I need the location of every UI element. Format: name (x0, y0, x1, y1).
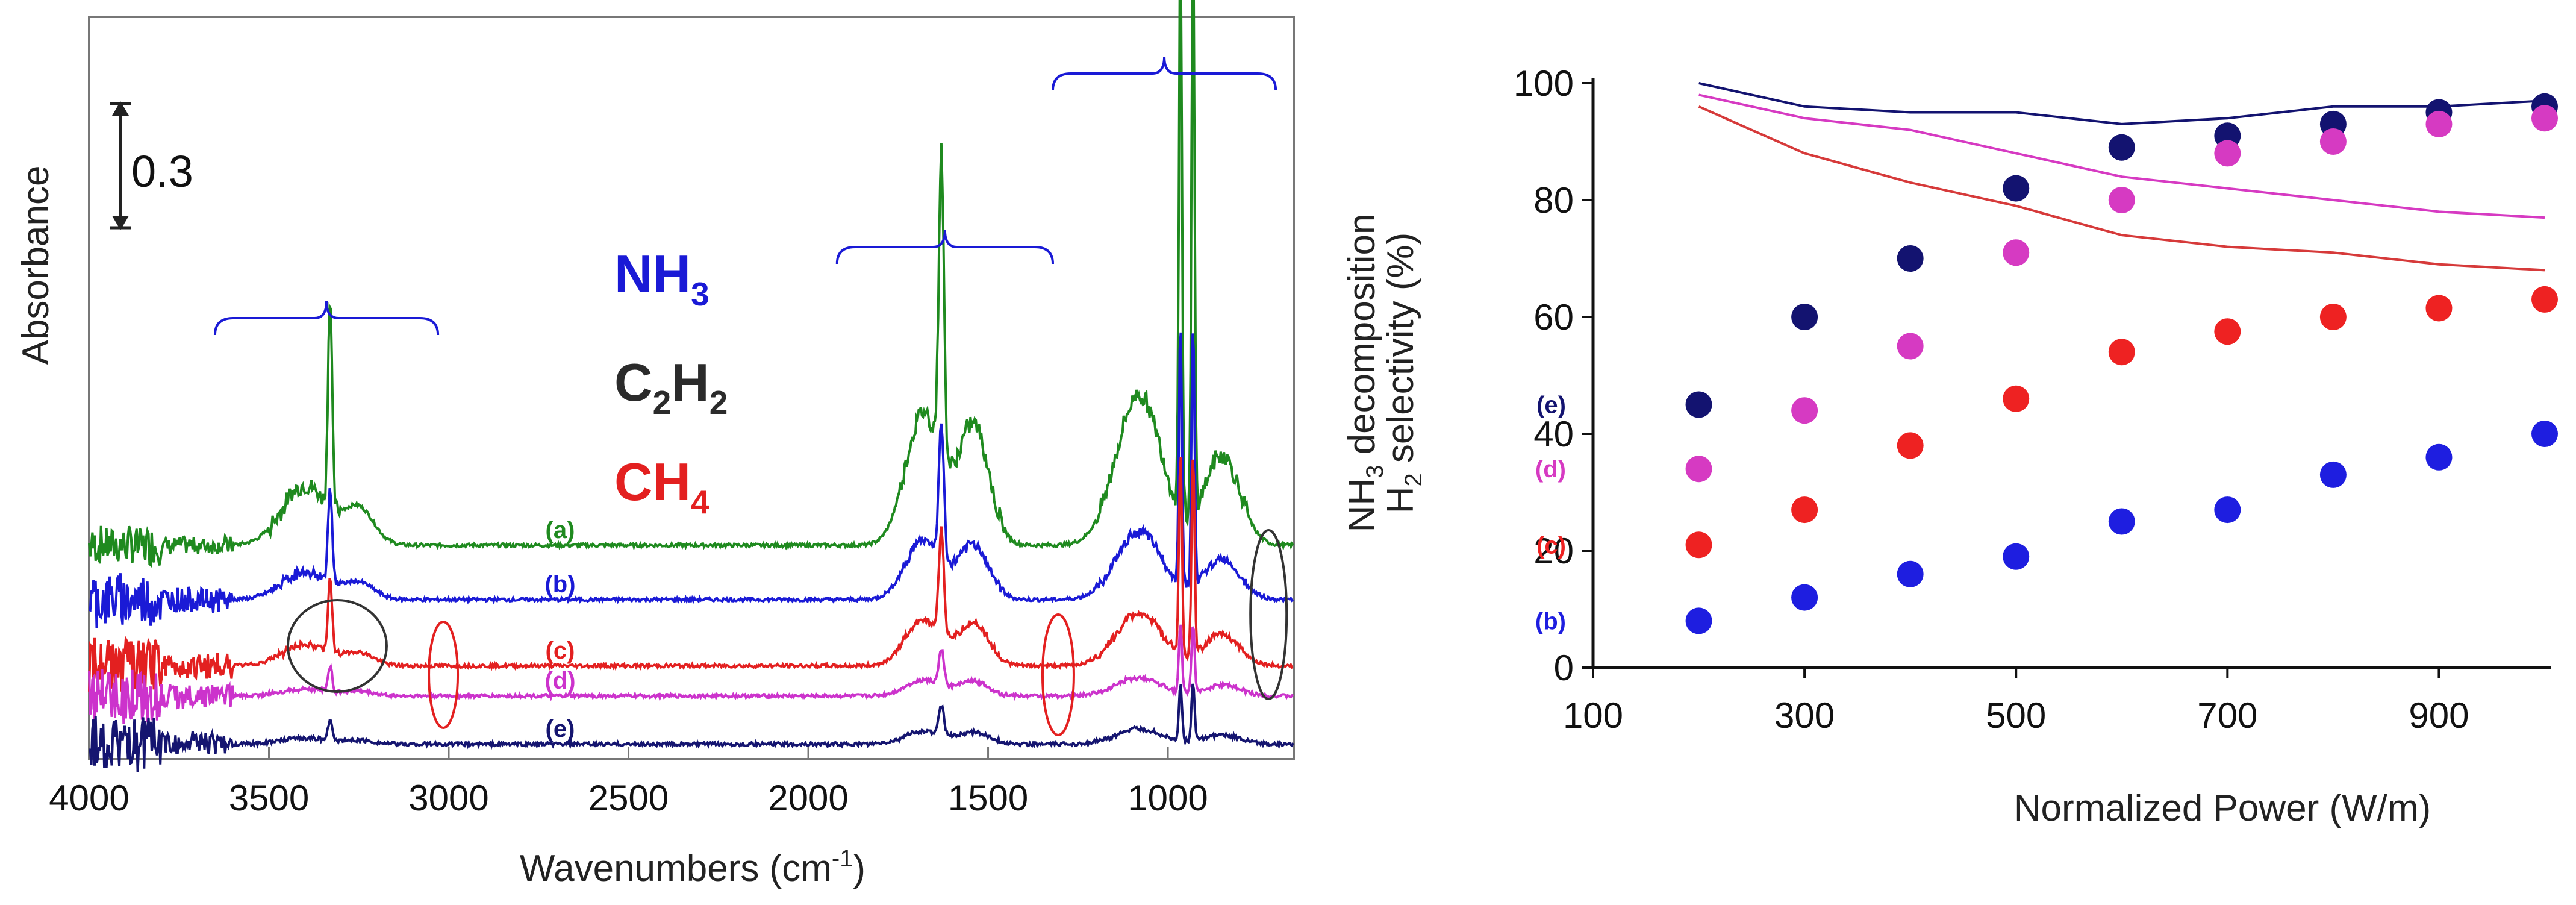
spectrum-line-d (88, 624, 1294, 724)
decomposition-point-b (2531, 421, 2558, 447)
decomposition-point-e (1685, 391, 1712, 418)
decomposition-point-c (1685, 531, 1712, 559)
right-y-tick-label: 20 (1533, 531, 1574, 571)
decomposition-point-e (1791, 304, 1818, 330)
spectra-x-tick-label: 4000 (49, 778, 129, 818)
spectra-y-axis-label: Absorbance (15, 166, 57, 365)
right-x-tick-label: 700 (2197, 695, 2257, 736)
decomposition-point-b (2108, 508, 2135, 535)
right-x-tick-label: 900 (2409, 695, 2469, 736)
decomposition-point-c (2214, 318, 2241, 345)
ellipse-ch4-1305 (1041, 613, 1075, 736)
spectrum-label: (e) (546, 716, 575, 742)
decomposition-point-d (2003, 239, 2030, 266)
decomposition-point-b (1791, 584, 1818, 611)
circle-c2h2-3300 (286, 599, 388, 693)
bracket-annotation (835, 230, 1054, 265)
spectra-x-tick-label: 2500 (588, 778, 669, 818)
decomposition-point-b (2214, 496, 2241, 524)
decomposition-point-d (1791, 397, 1818, 424)
spectra-x-axis-label: Wavenumbers (cm-1) (520, 845, 865, 889)
spectra-x-tick-label: 2000 (768, 778, 848, 818)
decomposition-point-d (2108, 187, 2135, 213)
bracket-annotation (1052, 56, 1277, 91)
spectra-plot-frame (88, 16, 1295, 760)
right-x-tick-label: 100 (1563, 695, 1623, 736)
decomposition-point-c (2319, 304, 2347, 330)
spectra-legend: NH3 C2H2 CH4 (614, 244, 728, 521)
spectrum-label: (c) (546, 637, 575, 664)
decomposition-point-b (2319, 461, 2347, 488)
scale-bar-label: 0.3 (131, 146, 193, 196)
spectra-series-labels: (a) (b) (c) (d) (e) (544, 517, 575, 742)
decomposition-point-d (1897, 333, 1924, 360)
decomposition-point-c (2425, 295, 2453, 322)
decomposition-point-d (2319, 128, 2347, 155)
decomposition-point-b (1685, 607, 1712, 634)
spectra-x-ticks: 4000 3500 3000 2500 2000 1500 1000 (49, 747, 1208, 818)
legend-nh3: NH3 (614, 244, 709, 313)
selectivity-line-2 (1698, 105, 2545, 272)
decomposition-point-d (1685, 456, 1712, 483)
spectrum-label: (d) (544, 668, 575, 694)
spectrum-line-a (88, 0, 1294, 568)
decomposition-point-c (2003, 385, 2030, 412)
decomposition-points (1685, 93, 2558, 634)
ellipse-c2h2-730 (1249, 529, 1288, 700)
right-y-tick-label: 40 (1533, 414, 1574, 454)
decomposition-point-c (2108, 339, 2135, 366)
series-label: (b) (1535, 608, 1566, 634)
bracket-annotation (213, 301, 440, 336)
series-label: (c) (1536, 532, 1566, 559)
right-axis-ticks: 100 300 500 700 900 0 20 40 60 80 100 (1514, 63, 2469, 736)
series-label: (d) (1535, 456, 1566, 483)
right-x-tick-label: 500 (1986, 695, 2046, 736)
spectrum-line-c (88, 457, 1294, 694)
selectivity-line-0 (1698, 82, 2545, 125)
right-y-tick-label: 100 (1514, 63, 1574, 104)
right-y-axis-label-2: H2 selectivity (%) (1380, 233, 1427, 514)
spectra-panel: 4000 3500 3000 2500 2000 1500 1000 (a) (b) (c) (d… (15, 0, 1295, 889)
right-y-tick-label: 0 (1554, 648, 1574, 688)
decomposition-point-c (2531, 286, 2558, 313)
right-legend: (e) (d) (c) (b) (1535, 392, 1566, 635)
spectrum-line-e (89, 683, 1294, 772)
right-y-tick-label: 60 (1533, 297, 1574, 337)
spectrum-label: (b) (544, 571, 575, 598)
decomposition-point-e (1897, 245, 1924, 272)
spectra-x-tick-label: 1000 (1127, 778, 1208, 818)
right-y-tick-label: 80 (1533, 180, 1574, 221)
spectra-annotations (213, 56, 1288, 736)
spectra-x-tick-label: 3000 (408, 778, 488, 818)
series-label: (e) (1536, 392, 1566, 419)
ellipse-ch4-3015 (428, 621, 460, 729)
decomposition-point-c (1791, 496, 1818, 524)
decomposition-point-e (2003, 175, 2030, 202)
decomposition-point-d (2531, 105, 2558, 132)
right-x-tick-label: 300 (1774, 695, 1835, 736)
spectra-x-tick-label: 3500 (229, 778, 309, 818)
scale-bar: 0.3 (110, 101, 193, 230)
performance-panel: 100 300 500 700 900 0 20 40 60 80 100 (e) (d) (c) (b)… (1341, 63, 2558, 829)
decomposition-point-c (1897, 432, 1924, 459)
decomposition-point-e (2108, 134, 2135, 161)
right-y-axis-label-1: NH3 decomposition (1341, 214, 1388, 533)
decomposition-point-b (2425, 443, 2453, 471)
right-x-axis-label: Normalized Power (W/m) (2014, 788, 2431, 829)
legend-ch4: CH4 (614, 452, 709, 521)
decomposition-point-d (2214, 140, 2241, 167)
selectivity-lines (1698, 82, 2545, 272)
spectra-series (88, 0, 1294, 772)
decomposition-point-d (2425, 110, 2453, 137)
spectra-x-tick-label: 1500 (948, 778, 1028, 818)
legend-c2h2: C2H2 (614, 352, 728, 421)
decomposition-point-b (2003, 543, 2030, 570)
decomposition-point-b (1897, 560, 1924, 587)
spectrum-line-b (89, 332, 1294, 628)
selectivity-line-1 (1698, 93, 2545, 219)
spectrum-label: (a) (546, 517, 575, 543)
